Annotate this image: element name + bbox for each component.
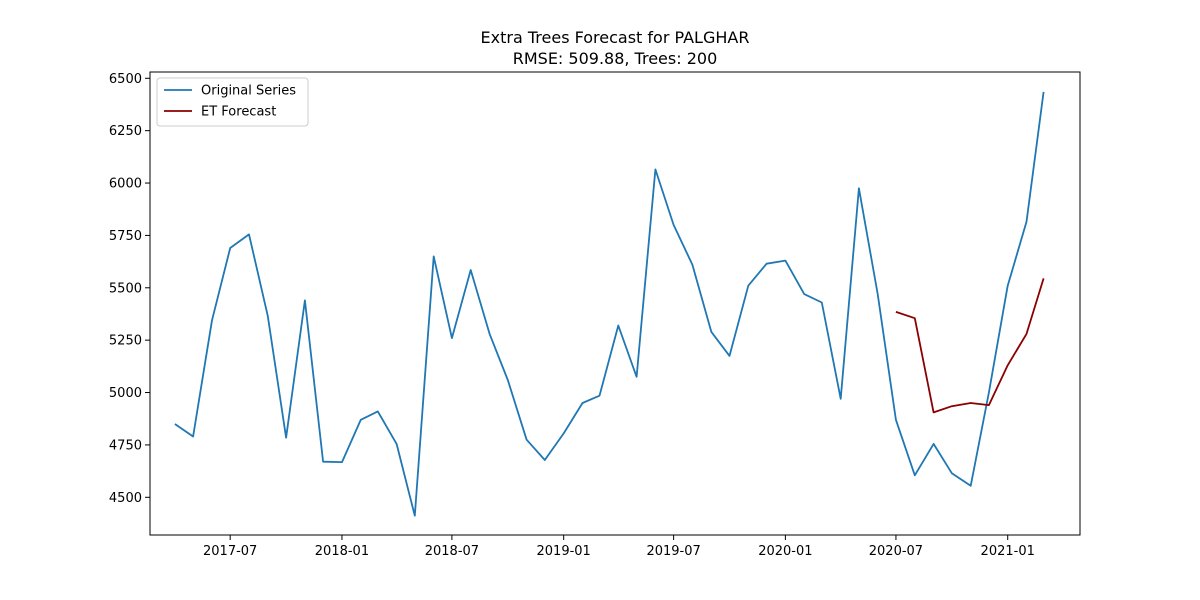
x-tick-label: 2020-01 xyxy=(758,544,812,559)
x-tick-label: 2018-07 xyxy=(425,544,479,559)
legend: Original Series ET Forecast xyxy=(156,77,309,127)
legend-label: Original Series xyxy=(201,84,296,99)
y-tick-label: 6250 xyxy=(109,124,142,139)
x-tick-label: 2017-07 xyxy=(203,544,257,559)
series-line-1 xyxy=(895,278,1045,414)
y-tick-label: 5250 xyxy=(109,334,142,349)
y-tick-label: 5750 xyxy=(109,229,142,244)
y-tick-label: 4500 xyxy=(109,491,142,506)
y-axis: 4500 4750 5000 5250 5500 5750 6000 6250 6500 xyxy=(109,72,150,506)
y-tick-label: 5500 xyxy=(109,281,142,296)
chart-title: Extra Trees Forecast for PALGHAR xyxy=(481,28,750,47)
plot-frame xyxy=(149,71,1081,536)
x-tick-label: 2019-07 xyxy=(646,544,700,559)
legend-label: ET Forecast xyxy=(201,105,276,120)
x-axis: 2017-07 2018-01 2018-07 2019-01 2019-07 2020-… xyxy=(203,535,1035,559)
series-line-0 xyxy=(174,91,1045,517)
y-tick-label: 6000 xyxy=(109,177,142,192)
x-tick-label: 2018-01 xyxy=(315,544,369,559)
series-layer xyxy=(174,91,1045,517)
x-tick-label: 2019-01 xyxy=(537,544,591,559)
chart-subtitle: RMSE: 509.88, Trees: 200 xyxy=(513,49,718,68)
y-tick-label: 5000 xyxy=(109,386,142,401)
legend-box xyxy=(156,77,309,127)
x-tick-label: 2021-01 xyxy=(981,544,1035,559)
y-tick-label: 6500 xyxy=(109,72,142,87)
x-tick-label: 2020-07 xyxy=(869,544,923,559)
y-tick-label: 4750 xyxy=(109,438,142,453)
